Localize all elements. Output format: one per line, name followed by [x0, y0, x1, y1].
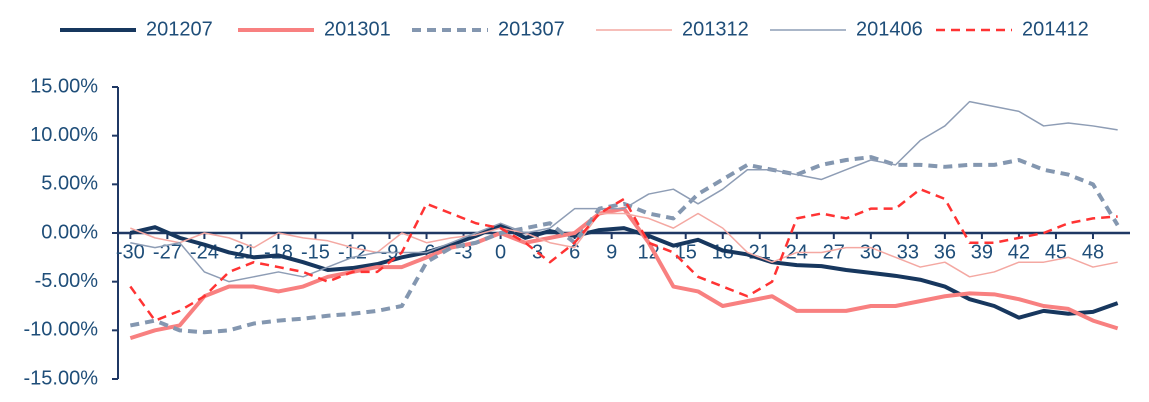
series-line — [130, 100, 1118, 283]
x-tick-label: 42 — [1008, 241, 1030, 263]
y-tick-label: -15.00% — [24, 367, 99, 389]
x-tick-label: 39 — [971, 241, 993, 263]
x-tick-label: 0 — [495, 241, 506, 263]
legend-label: 201207 — [146, 18, 213, 40]
y-tick-label: 0.00% — [41, 221, 98, 243]
y-tick-label: 5.00% — [41, 173, 98, 195]
legend-label: 201312 — [682, 18, 749, 40]
x-tick-label: 12 — [638, 241, 660, 263]
x-tick-label: -15 — [301, 241, 330, 263]
y-tick-label: 10.00% — [30, 124, 98, 146]
legend-label: 201406 — [856, 18, 923, 40]
x-tick-label: 45 — [1045, 241, 1067, 263]
series-line — [129, 223, 1119, 320]
legend-label: 201412 — [1022, 18, 1089, 40]
legend-label: 201307 — [498, 18, 565, 40]
x-tick-label: 9 — [606, 241, 617, 263]
y-tick-label: 15.00% — [30, 75, 98, 97]
x-tick-label: 30 — [860, 241, 882, 263]
series-line — [130, 212, 1118, 278]
x-tick-label: -12 — [338, 241, 367, 263]
x-tick-label: -30 — [116, 241, 145, 263]
series-line — [129, 155, 1120, 335]
y-tick-label: -5.00% — [35, 270, 99, 292]
series-line — [129, 187, 1118, 322]
x-tick-label: 33 — [897, 241, 919, 263]
x-tick-label: 27 — [823, 241, 845, 263]
x-tick-label: 48 — [1082, 241, 1104, 263]
x-tick-label: 6 — [569, 241, 580, 263]
legend-label: 201301 — [324, 18, 391, 40]
x-tick-label: 36 — [934, 241, 956, 263]
y-tick-label: -10.00% — [24, 319, 99, 341]
